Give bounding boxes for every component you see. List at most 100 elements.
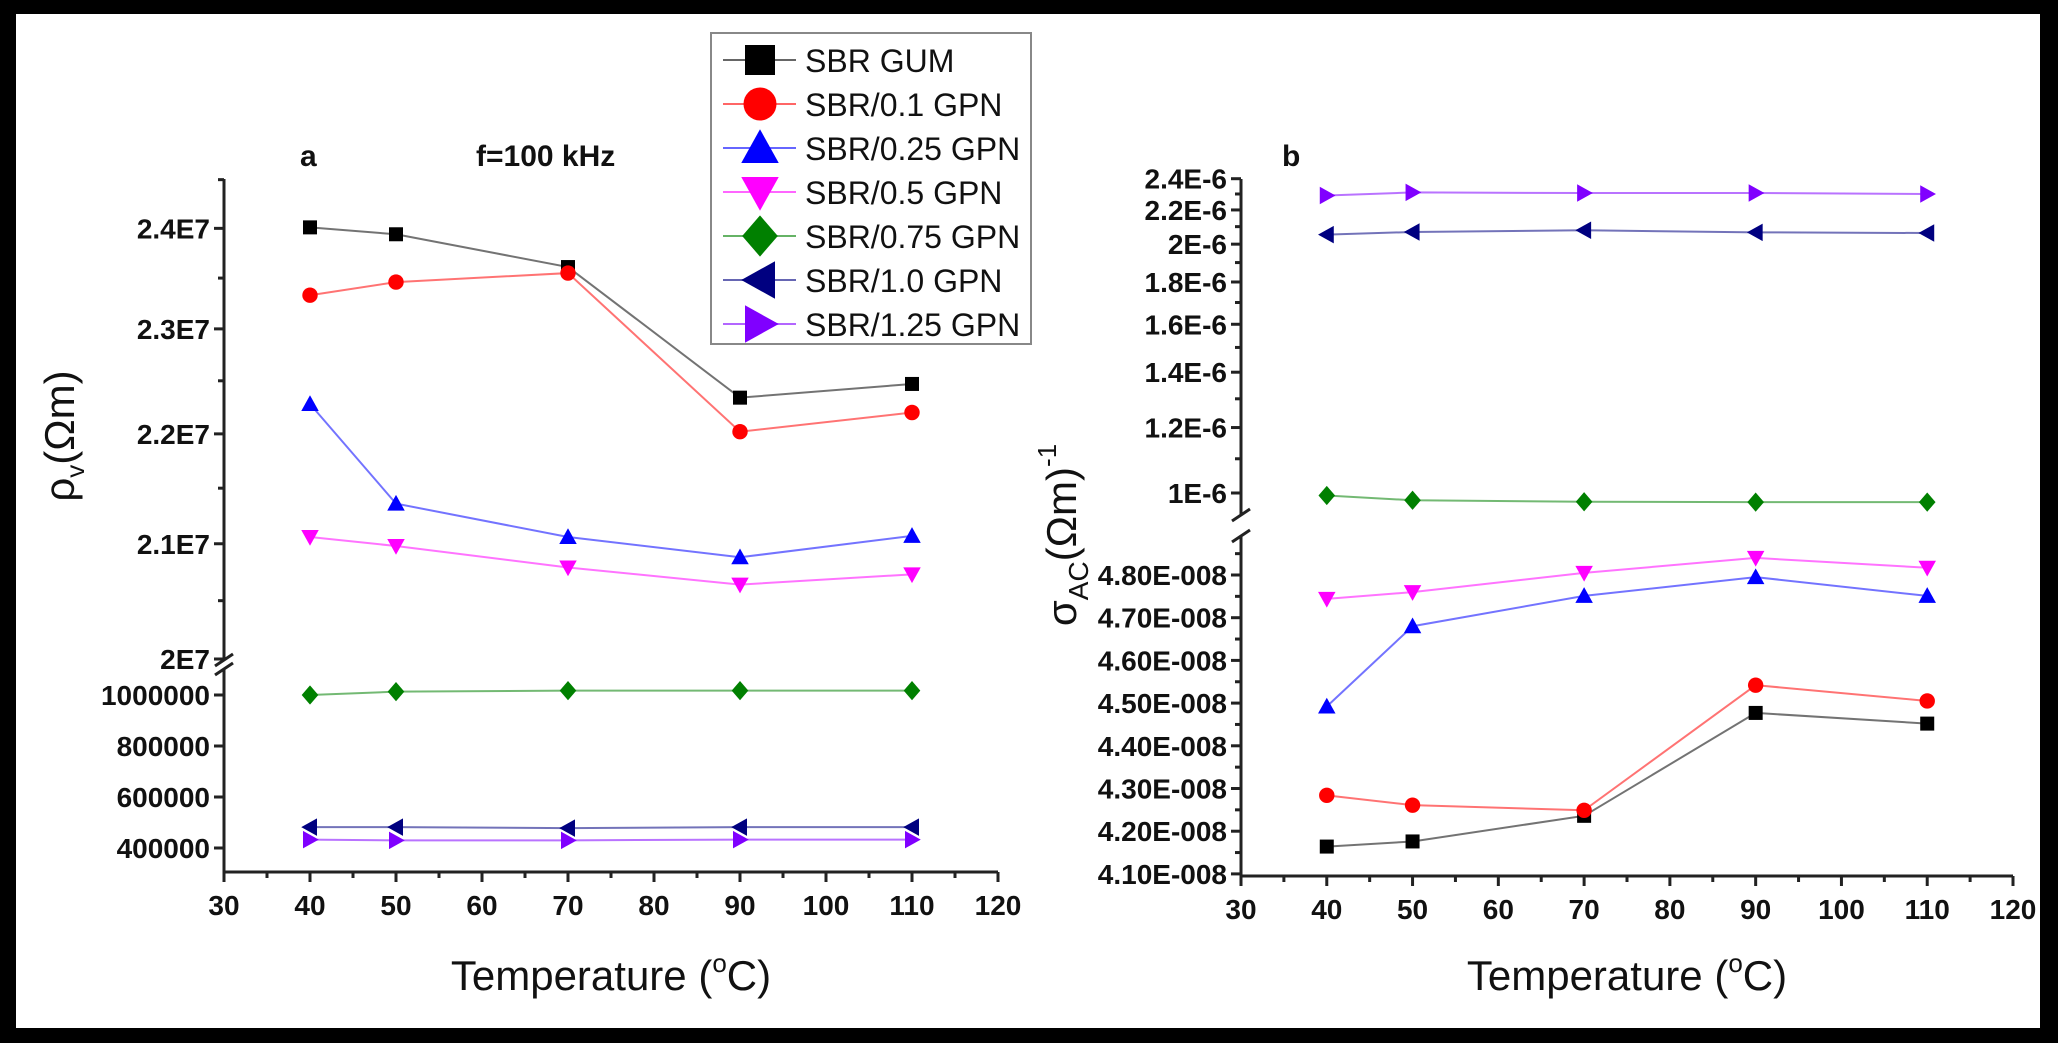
data-point: [731, 548, 749, 565]
data-point: [1575, 221, 1592, 240]
data-point: [1405, 183, 1422, 202]
data-point: [301, 530, 319, 546]
y-tick-label: 4.60E-008: [1098, 645, 1227, 676]
data-point: [561, 831, 577, 850]
series-sbr-1-0-gpn: [1318, 221, 1935, 244]
data-point: [559, 560, 577, 577]
y-tick-label: 4.30E-008: [1098, 774, 1227, 805]
x-tick-label: 90: [724, 890, 755, 921]
data-point: [1918, 224, 1935, 242]
data-point: [1918, 587, 1936, 603]
data-point: [1748, 705, 1763, 720]
y-tick-label: 1.8E-6: [1145, 267, 1228, 298]
data-point: [301, 395, 319, 412]
legend-marker-diamond-icon: [742, 215, 778, 257]
series-sbr-1-25-gpn: [303, 830, 921, 850]
data-point: [1746, 550, 1765, 567]
y-tick-label: 4.50E-008: [1098, 688, 1227, 719]
data-point: [388, 274, 404, 290]
legend-item: SBR/0.25 GPN: [723, 129, 1020, 167]
data-point: [559, 681, 577, 701]
axis-break-mark: [1231, 507, 1251, 523]
legend-label: SBR/0.25 GPN: [805, 131, 1020, 167]
y-tick-label: 800000: [117, 731, 210, 762]
data-point: [560, 265, 576, 281]
data-point: [731, 577, 749, 594]
legend-label: SBR/1.25 GPN: [805, 307, 1020, 343]
legend-label: SBR/0.75 GPN: [805, 219, 1020, 255]
series-sbr-0-75-gpn: [1318, 485, 1936, 512]
x-tick-label: 100: [803, 890, 850, 921]
y-title-sub: v: [60, 465, 90, 478]
legend-item: SBR/1.25 GPN: [723, 305, 1020, 343]
data-point: [1746, 568, 1765, 585]
legend-item: SBR/1.0 GPN: [723, 261, 1002, 299]
series-sbr-0-1-gpn: [302, 265, 920, 440]
y-tick-label: 2.2E7: [137, 419, 210, 450]
axis-break-mark: [214, 661, 234, 677]
y-tick-label: 1E-6: [1168, 478, 1227, 509]
legend-marker-triangle-down-icon: [741, 177, 779, 211]
data-point: [903, 818, 919, 836]
y-tick-label: 600000: [117, 782, 210, 813]
data-point: [1748, 184, 1765, 202]
series-sbr-0-5-gpn: [1318, 550, 1936, 608]
x-tick-label: 80: [638, 890, 669, 921]
data-point: [731, 818, 747, 836]
data-point: [1404, 797, 1421, 813]
panel-b-y-axis-title: σAC(Ωm)-1: [1032, 444, 1094, 626]
y-tick-label: 2E-6: [1168, 229, 1227, 260]
x-tick-label: 90: [1740, 894, 1771, 925]
y-title-unit: (Ωm): [36, 370, 83, 464]
y-tick-label: 2.4E-6: [1145, 164, 1228, 195]
frame-left: [0, 0, 16, 1043]
x-tick-label: 40: [294, 890, 325, 921]
data-point: [1318, 485, 1336, 506]
data-point: [302, 287, 318, 303]
panel-b: 30 40 50 60 70 80 90 100 110 120 1E-6 1.2E-6 1.4E-6 1…: [1098, 164, 2037, 925]
legend-marker-circle-icon: [743, 87, 777, 121]
x-tick-label: 120: [975, 890, 1022, 921]
data-point: [387, 818, 403, 836]
data-point: [1575, 492, 1593, 512]
frequency-annotation: f=100 kHz: [476, 140, 615, 173]
legend-label: SBR/0.5 GPN: [805, 175, 1002, 211]
data-point: [1403, 617, 1422, 634]
x-tick-label: 30: [208, 890, 239, 921]
degree-sup: o: [1728, 948, 1742, 978]
data-point: [1404, 490, 1421, 510]
data-point: [1747, 492, 1764, 512]
panel-a-x-axis-title: Temperature (oC): [451, 948, 771, 999]
data-point: [301, 685, 319, 705]
y-tick-label: 4.40E-008: [1098, 731, 1227, 762]
axis-break-mark: [1231, 528, 1251, 544]
series-sbr-1-0-gpn: [301, 818, 919, 837]
x-tick-label: 120: [1990, 894, 2037, 925]
legend-label: SBR/0.1 GPN: [805, 87, 1002, 123]
y-tick-label: 2.2E-6: [1145, 195, 1228, 226]
x-tick-label: 80: [1654, 894, 1685, 925]
x-tick-label: 60: [1483, 894, 1514, 925]
y-tick-label: 1.4E-6: [1145, 357, 1228, 388]
data-point: [1318, 697, 1336, 714]
data-point: [733, 830, 749, 849]
legend-item: SBR GUM: [723, 43, 954, 79]
series-sbr-0-25-gpn: [301, 395, 921, 565]
data-point: [732, 424, 748, 440]
x-tick-label: 40: [1311, 894, 1342, 925]
legend-item: SBR/0.75 GPN: [723, 215, 1020, 257]
legend: SBR GUM SBR/0.1 GPN SBR/0.25 GPN SBR/0.5 GP…: [710, 32, 1032, 345]
data-point: [1318, 225, 1334, 244]
data-point: [559, 819, 575, 837]
legend-label: SBR/1.0 GPN: [805, 263, 1002, 299]
data-point: [1575, 565, 1593, 582]
y-tick-label: 1.2E-6: [1145, 413, 1228, 444]
degree-sup: o: [712, 948, 726, 978]
data-point: [303, 220, 317, 235]
y-tick-label: 2.4E7: [137, 213, 210, 244]
series-sbr-1-25-gpn: [1319, 183, 1936, 205]
data-point: [301, 818, 317, 836]
legend-marker-triangle-right-icon: [745, 305, 779, 343]
